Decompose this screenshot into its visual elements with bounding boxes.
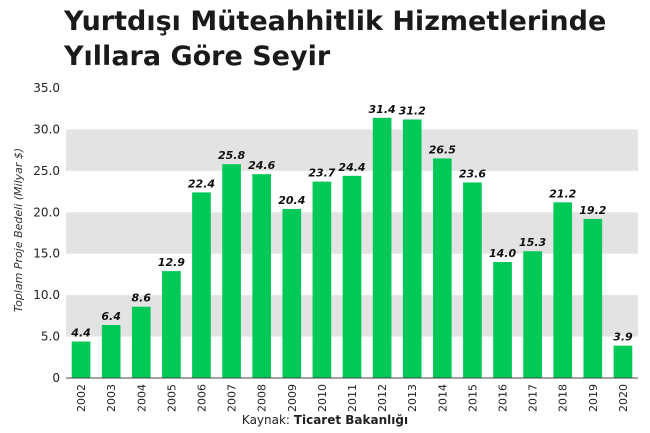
value-label-2004: 8.6 <box>132 292 152 305</box>
value-label-2007: 25.8 <box>218 149 245 162</box>
bar-2020 <box>613 345 633 378</box>
bar-2017 <box>523 251 542 378</box>
x-axis: 2002 2003 2004 2005 2006 2007 2008 2009 2010 2011… <box>75 384 630 412</box>
bar-2010 <box>312 181 332 378</box>
value-labels: 4.4 6.4 8.6 12.9 22.4 25.824.6 20.4 23.7 24.4 31.… <box>70 103 633 344</box>
y-tick-label: 30.0 <box>33 122 60 136</box>
value-label-2020: 3.9 <box>613 331 633 344</box>
x-tick-label-2010: 2010 <box>316 384 329 412</box>
value-label-2009: 20.4 <box>278 194 305 207</box>
y-tick-label: 5.0 <box>41 330 60 344</box>
bar-2016 <box>493 262 512 378</box>
source-note: Kaynak: Ticaret Bakanlığı <box>0 413 650 427</box>
chart-title: Yurtdışı Müteahhitlik Hizmetlerinde Yıll… <box>64 4 606 74</box>
value-label-2005: 12.9 <box>158 256 185 269</box>
x-tick-label-2009: 2009 <box>286 384 299 412</box>
bar-2018 <box>553 202 573 378</box>
value-label-2002: 4.4 <box>70 327 91 340</box>
x-tick-label-2013: 2013 <box>406 384 419 412</box>
value-label-2008: 24.6 <box>248 159 275 172</box>
x-tick-label-2003: 2003 <box>105 384 118 412</box>
value-label-2018: 21.2 <box>549 187 576 200</box>
bar-2011 <box>342 175 362 378</box>
value-label-2010: 23.7 <box>308 167 335 180</box>
grid-band <box>66 129 638 171</box>
bar-2008 <box>252 174 272 378</box>
x-tick-label-2019: 2019 <box>587 384 600 412</box>
bar-2005 <box>162 271 181 378</box>
x-tick-label-2007: 2007 <box>226 384 239 412</box>
bar-2014 <box>432 158 452 378</box>
y-tick-label: 35.0 <box>33 81 60 95</box>
source-name: Ticaret Bakanlığı <box>293 413 409 427</box>
bar-2009 <box>282 208 302 378</box>
x-tick-label-2018: 2018 <box>557 384 570 412</box>
bar-2007 <box>222 164 241 378</box>
value-label-2017: 15.3 <box>519 236 546 249</box>
bar-2012 <box>372 117 392 378</box>
value-label-2003: 6.4 <box>101 310 121 323</box>
x-tick-label-2011: 2011 <box>346 384 359 412</box>
x-tick-label-2017: 2017 <box>527 384 540 412</box>
bar-2019 <box>583 218 603 378</box>
x-tick-label-2016: 2016 <box>497 384 510 412</box>
y-axis: 0 5.0 10.0 15.0 20.0 25.0 30.0 35.0 <box>33 81 638 385</box>
value-label-2006: 22.4 <box>188 177 215 190</box>
bar-2015 <box>463 182 482 378</box>
x-tick-label-2015: 2015 <box>466 384 479 412</box>
x-tick-label-2014: 2014 <box>436 384 449 412</box>
x-tick-label-2002: 2002 <box>75 384 88 412</box>
bar-2002 <box>71 341 91 378</box>
y-tick-label: 25.0 <box>33 164 60 178</box>
bar-2003 <box>101 324 121 378</box>
y-tick-label: 15.0 <box>33 247 60 261</box>
bar-2013 <box>402 119 422 378</box>
x-tick-label-2004: 2004 <box>135 384 148 412</box>
x-tick-label-2012: 2012 <box>376 384 389 412</box>
bar-2004 <box>131 306 151 378</box>
x-tick-label-2005: 2005 <box>165 384 178 412</box>
y-axis-label: Toplam Proje Bedeli (Milyar $) <box>12 148 25 312</box>
value-label-2016: 14.0 <box>489 247 516 260</box>
value-label-2012: 31.4 <box>369 103 396 116</box>
x-tick-label-2006: 2006 <box>195 384 208 412</box>
y-tick-label: 20.0 <box>33 205 60 219</box>
x-tick-label-2020: 2020 <box>617 384 630 412</box>
bars <box>71 117 633 378</box>
bar-2006 <box>192 192 211 378</box>
value-label-2019: 19.2 <box>579 204 606 217</box>
value-label-2014: 26.5 <box>429 143 456 156</box>
y-tick-label: 10.0 <box>33 288 60 302</box>
value-label-2011: 24.4 <box>338 161 365 174</box>
value-label-2015: 23.6 <box>459 167 486 180</box>
chart-title-line-2: Yıllara Göre Seyir <box>64 41 331 72</box>
chart-title-line-1: Yurtdışı Müteahhitlik Hizmetlerinde <box>64 6 607 37</box>
x-tick-label-2008: 2008 <box>256 384 269 412</box>
value-label-2013: 31.2 <box>399 104 426 117</box>
source-prefix: Kaynak: <box>241 413 294 427</box>
y-tick-label: 0 <box>52 371 60 385</box>
